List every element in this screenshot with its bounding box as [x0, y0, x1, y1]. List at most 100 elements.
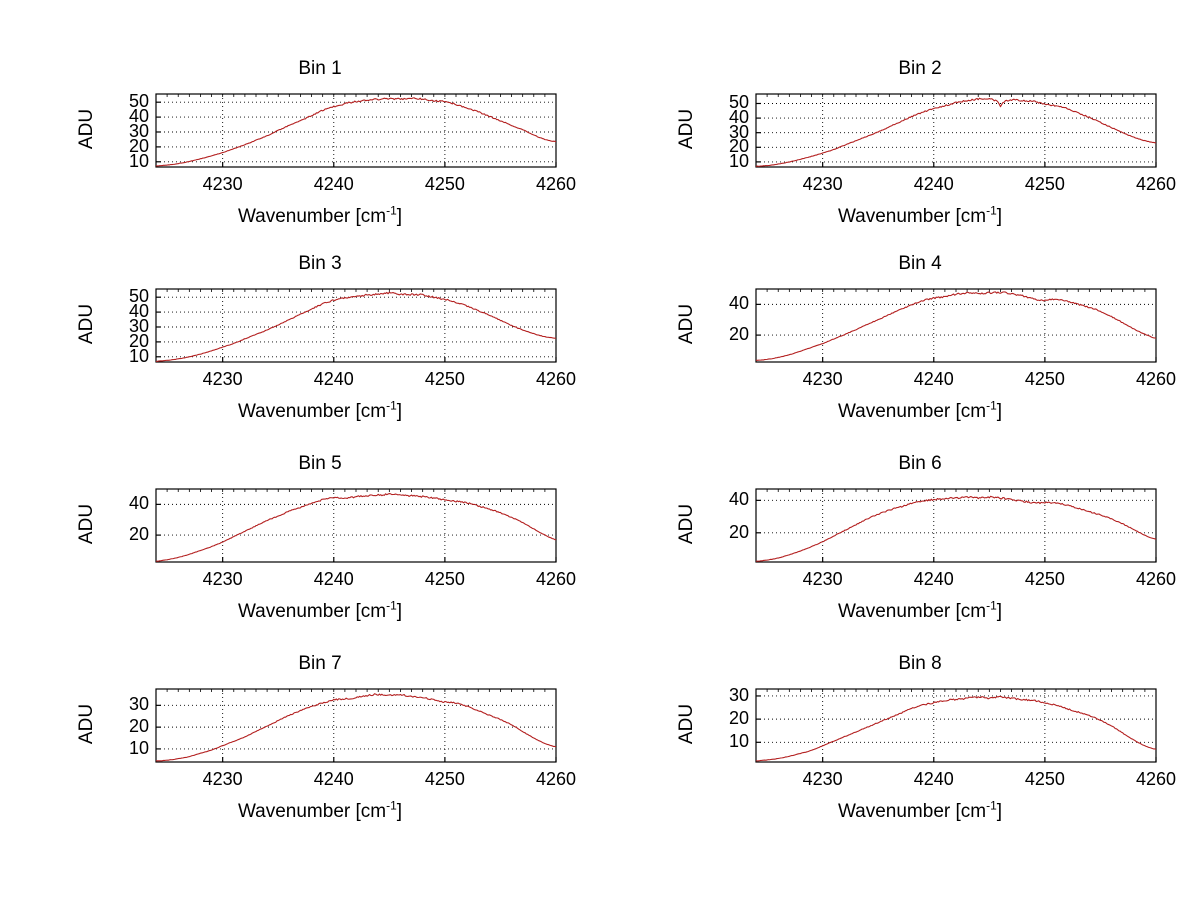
gridlines [756, 94, 1157, 167]
subplot-panel: Bin 4 20 40 4230 4240 4250 4260 ADU Wavenumber [… [620, 245, 1200, 445]
subplot-panel: Bin 5 20 40 4230 4240 4250 4260 ADU Wavenumber [… [20, 445, 620, 645]
x-axis-label: Wavenumber [cm-1] [620, 203, 1200, 228]
panel-title: Bin 1 [298, 58, 342, 79]
tick-marks [755, 689, 1157, 762]
x-axis-label-main: Wavenumber [cm [237, 401, 387, 422]
x-tick-label: 4240 [913, 174, 954, 194]
x-tick-label: 4250 [424, 769, 465, 789]
x-tick-label: 4250 [1024, 369, 1065, 389]
y-axis-label: ADU [676, 108, 697, 149]
panel-title: Bin 2 [898, 58, 942, 79]
y-tick-label: 20 [128, 524, 149, 545]
x-axis-label-exponent: -1 [986, 398, 997, 413]
x-axis-label-exponent: -1 [386, 598, 397, 613]
x-axis-label-bracket: ] [396, 601, 403, 622]
x-tick-label: 4230 [202, 369, 243, 389]
y-axis-label: ADU [676, 703, 697, 744]
x-axis-label-exponent: -1 [986, 798, 997, 813]
subplot-panel: Bin 6 20 40 4230 4240 4250 4260 ADU Wavenumber [… [620, 445, 1200, 645]
gridlines [756, 489, 1157, 562]
y-tick-label: 40 [128, 106, 149, 127]
subplot-panel: Bin 1 10 20 30 40 50 4230 4240 4250 4260 ADU Wavenu… [20, 50, 620, 250]
x-tick-label: 4230 [802, 769, 843, 789]
x-tick-label: 4250 [424, 174, 465, 194]
plot-area [755, 288, 1157, 363]
axes-frame [755, 288, 1157, 363]
y-tick-label: 40 [128, 493, 149, 514]
y-tick-label: 50 [128, 286, 149, 307]
x-tick-label: 4240 [313, 569, 354, 589]
y-axis-label: ADU [76, 108, 97, 149]
tick-marks [155, 689, 557, 762]
subplot-panel: Bin 7 10 20 30 4230 4240 4250 4260 ADU Wavenumber… [20, 645, 620, 845]
x-axis-label-bracket: ] [996, 206, 1003, 227]
x-tick-label: 4240 [313, 369, 354, 389]
x-tick-label: 4260 [535, 174, 577, 194]
spectrum-line [755, 97, 1157, 167]
x-tick-label: 4230 [802, 569, 843, 589]
gridlines [156, 689, 557, 762]
panel-title: Bin 5 [298, 453, 342, 474]
x-axis-label-bracket: ] [996, 601, 1003, 622]
x-tick-label: 4230 [802, 369, 843, 389]
tick-marks [155, 489, 557, 562]
y-tick-label: 10 [728, 150, 749, 171]
x-tick-label: 4260 [535, 569, 577, 589]
plot-area [155, 93, 557, 168]
x-tick-label: 4250 [1024, 769, 1065, 789]
x-axis-label: Wavenumber [cm-1] [20, 398, 620, 423]
x-tick-label: 4240 [313, 174, 354, 194]
y-tick-label: 10 [128, 737, 149, 758]
axes-frame [155, 288, 557, 363]
x-tick-label: 4250 [1024, 174, 1065, 194]
y-tick-label: 30 [728, 121, 749, 142]
x-axis-label-main: Wavenumber [cm [837, 801, 987, 822]
plot-area [755, 688, 1157, 763]
tick-marks [755, 489, 1157, 562]
y-tick-label: 10 [128, 150, 149, 171]
y-tick-label: 50 [728, 92, 749, 113]
x-tick-label: 4260 [1135, 369, 1177, 389]
x-axis-label-exponent: -1 [386, 398, 397, 413]
x-axis-label-exponent: -1 [386, 203, 397, 218]
x-axis-label-bracket: ] [396, 801, 403, 822]
y-tick-label: 20 [728, 136, 749, 157]
x-tick-label: 4250 [1024, 569, 1065, 589]
y-tick-label: 40 [728, 293, 749, 314]
x-tick-label: 4260 [535, 769, 577, 789]
x-axis-label-main: Wavenumber [cm [837, 401, 987, 422]
x-axis-label-main: Wavenumber [cm [837, 601, 987, 622]
panel-title: Bin 7 [298, 653, 342, 674]
x-tick-label: 4250 [424, 369, 465, 389]
y-tick-label: 10 [728, 731, 749, 752]
x-axis-label-main: Wavenumber [cm [237, 801, 387, 822]
y-tick-label: 30 [128, 694, 149, 715]
plot-area [155, 288, 557, 363]
x-tick-label: 4260 [535, 369, 577, 389]
spectrum-line [755, 495, 1157, 562]
y-axis-label: ADU [76, 503, 97, 544]
y-tick-label: 20 [728, 521, 749, 542]
y-tick-label: 30 [128, 120, 149, 141]
x-axis-label: Wavenumber [cm-1] [20, 800, 620, 823]
x-tick-label: 4240 [313, 769, 354, 789]
subplot-panel: Bin 8 10 20 30 4230 4240 4250 4260 ADU Wavenumber… [620, 645, 1200, 845]
y-tick-label: 10 [128, 345, 149, 366]
x-axis-label: Wavenumber [cm-1] [620, 398, 1200, 423]
x-axis-label-exponent: -1 [986, 203, 997, 218]
y-tick-label: 30 [128, 315, 149, 336]
x-axis-label-bracket: ] [996, 801, 1003, 822]
plot-area [755, 488, 1157, 563]
tick-marks [155, 289, 557, 362]
axes-frame [155, 93, 557, 168]
panel-title: Bin 4 [898, 253, 942, 274]
spectrum-line [155, 97, 557, 167]
x-tick-label: 4260 [1135, 769, 1177, 789]
plot-area [155, 688, 557, 763]
y-axis-label: ADU [76, 703, 97, 744]
x-tick-label: 4250 [424, 569, 465, 589]
axes-frame [755, 93, 1157, 168]
x-axis-label-bracket: ] [996, 401, 1003, 422]
x-axis-label: Wavenumber [cm-1] [20, 598, 620, 623]
